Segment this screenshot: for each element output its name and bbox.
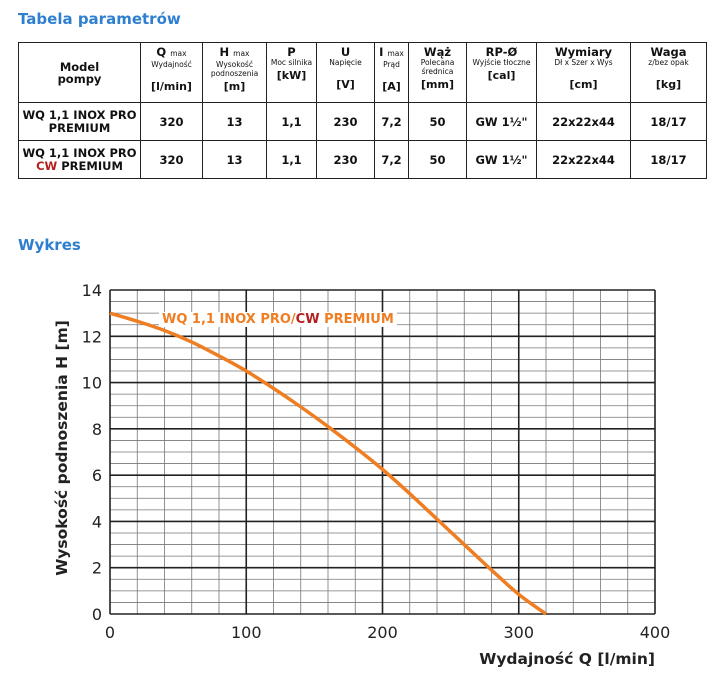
y-tick-label: 2	[92, 559, 102, 578]
cell-outlet: GW 1½"	[466, 102, 537, 141]
y-tick-label: 0	[92, 605, 102, 624]
header-dimensions: Wymiary Dł x Szer x Wys [cm]	[536, 42, 631, 103]
cell-q: 320	[140, 102, 203, 141]
chart-section-title: Wykres	[18, 236, 81, 254]
cell-dimensions: 22x22x44	[536, 102, 631, 141]
table-row: WQ 1,1 INOX PRO PREMIUM 320 13 1,1 230 7…	[18, 102, 707, 141]
x-tick-label: 0	[105, 623, 115, 642]
table-section-title: Tabela parametrów	[18, 10, 181, 28]
header-outlet: RP-Ø Wyjście tłoczne [cal]	[466, 42, 537, 103]
cell-weight: 18/17	[630, 140, 707, 179]
y-tick-label: 4	[92, 512, 102, 531]
legend-entry: WQ 1,1 INOX PRO/CW PREMIUM	[162, 312, 394, 327]
header-p: P Moc silnika [kW]	[266, 42, 317, 103]
cell-hose: 50	[408, 102, 467, 141]
header-weight: Waga z/bez opak [kg]	[630, 42, 707, 103]
legend-label-cw: CW	[296, 312, 320, 327]
x-axis-label: Wydajność Q [l/min]	[479, 650, 655, 668]
table-row: WQ 1,1 INOX PRO CW PREMIUM 320 13 1,1 23…	[18, 140, 707, 179]
cell-hose: 50	[408, 140, 467, 179]
cell-u: 230	[316, 102, 375, 141]
cell-h: 13	[202, 140, 267, 179]
cell-i: 7,2	[374, 102, 409, 141]
y-tick-label: 14	[82, 281, 102, 300]
cell-i: 7,2	[374, 140, 409, 179]
x-tick-label: 400	[640, 623, 671, 642]
model-cell: WQ 1,1 INOX PRO PREMIUM	[18, 102, 141, 141]
cell-dimensions: 22x22x44	[536, 140, 631, 179]
header-q: Q max Wydajność [l/min]	[140, 42, 203, 103]
header-hose: Wąż Polecana średnica [mm]	[408, 42, 467, 103]
y-tick-label: 12	[82, 327, 102, 346]
header-h: H max Wysokość podnoszenia [m]	[202, 42, 267, 103]
model-cell: WQ 1,1 INOX PRO CW PREMIUM	[18, 140, 141, 179]
cell-p: 1,1	[266, 140, 317, 179]
legend-background	[159, 312, 397, 327]
y-tick-label: 10	[82, 374, 102, 393]
header-i: I max Prąd [A]	[374, 42, 409, 103]
cell-q: 320	[140, 140, 203, 179]
major-grid	[109, 289, 656, 615]
y-axis-label: Wysokość podnoszenia H [m]	[53, 320, 71, 576]
cell-u: 230	[316, 140, 375, 179]
axis-ticks: 0 100 200 300 400 0 2 4 6 8 10 12 14	[82, 281, 671, 642]
header-u: U Napięcie [V]	[316, 42, 375, 103]
parameters-table: Model pompy Q max Wydajność [l/min] H ma…	[18, 42, 707, 179]
cell-weight: 18/17	[630, 102, 707, 141]
x-tick-label: 100	[231, 623, 262, 642]
pump-curve-chart: 0 100 200 300 400 0 2 4 6 8 10 12 14 WQ 1,1 INOX PRO…	[53, 281, 671, 668]
cell-p: 1,1	[266, 102, 317, 141]
cell-outlet: GW 1½"	[466, 140, 537, 179]
header-model: Model pompy	[18, 42, 141, 103]
y-tick-label: 8	[92, 420, 102, 439]
series-line	[109, 311, 548, 616]
y-tick-label: 6	[92, 466, 102, 485]
legend-label-prefix: WQ 1,1 INOX PRO/	[162, 312, 296, 327]
table-header-row: Model pompy Q max Wydajność [l/min] H ma…	[18, 42, 707, 103]
legend-label-suffix: PREMIUM	[320, 312, 394, 327]
x-tick-label: 200	[367, 623, 398, 642]
cell-h: 13	[202, 102, 267, 141]
x-tick-label: 300	[503, 623, 534, 642]
